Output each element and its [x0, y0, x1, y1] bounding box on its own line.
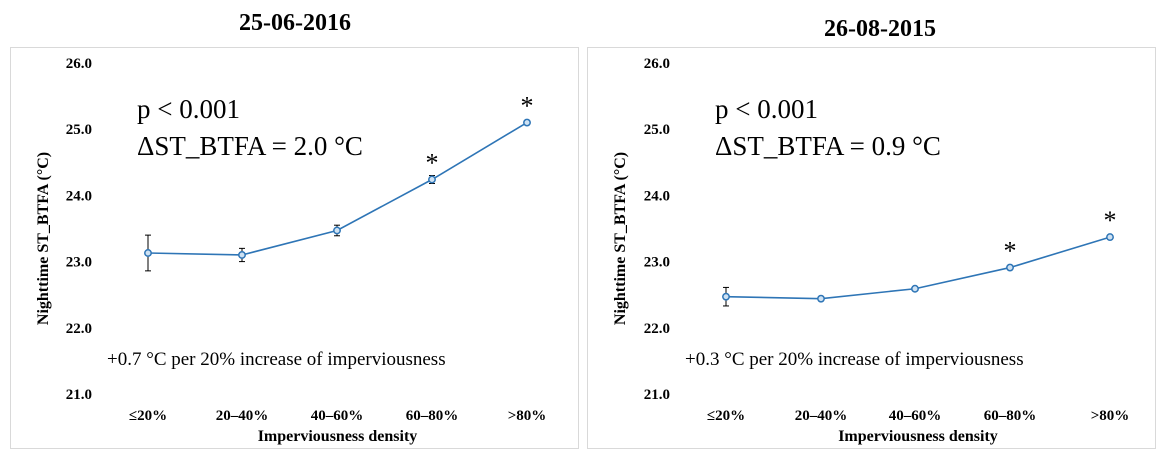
- x-tick-label: >80%: [508, 408, 547, 424]
- p-value-label: p < 0.001: [715, 94, 818, 124]
- delta-label: ΔST_BTFA = 0.9 °C: [715, 131, 941, 161]
- x-tick-label: ≤20%: [129, 408, 167, 424]
- y-tick-label: 22.0: [66, 321, 92, 337]
- x-tick-label: 60–80%: [406, 408, 459, 424]
- y-tick-label: 23.0: [66, 255, 92, 271]
- y-tick-label: 24.0: [644, 188, 670, 204]
- note-label: +0.7 °C per 20% increase of imperviousne…: [107, 349, 446, 370]
- y-tick-label: 24.0: [66, 188, 92, 204]
- x-tick-label: ≤20%: [707, 408, 745, 424]
- significance-mark: *: [1004, 237, 1017, 266]
- chart-panel-right: 21.0 22.0 23.0 24.0 25.0 26.0 ≤20% 20–40% 40–60%…: [612, 56, 1129, 445]
- chart-panel-left: 21.0 22.0 23.0 24.0 25.0 26.0 ≤20% 20–40% 40–60%…: [35, 56, 546, 445]
- note-label: +0.3 °C per 20% increase of imperviousne…: [685, 349, 1024, 370]
- x-tick-label: 40–60%: [311, 408, 364, 424]
- p-value-label: p < 0.001: [137, 94, 240, 124]
- y-tick-label: 26.0: [644, 56, 670, 72]
- delta-label: ΔST_BTFA = 2.0 °C: [137, 131, 363, 161]
- y-tick-label: 21.0: [66, 387, 92, 403]
- x-tick-label: 40–60%: [889, 408, 942, 424]
- y-tick-label: 26.0: [66, 56, 92, 72]
- x-tick-label: 60–80%: [984, 408, 1037, 424]
- significance-mark: *: [521, 92, 534, 121]
- x-tick-label: 20–40%: [216, 408, 269, 424]
- y-tick-label: 25.0: [66, 122, 92, 138]
- x-tick-label: >80%: [1091, 408, 1130, 424]
- y-tick-label: 25.0: [644, 122, 670, 138]
- significance-mark: *: [426, 149, 439, 178]
- data-point: [334, 227, 340, 233]
- y-tick-label: 22.0: [644, 321, 670, 337]
- data-point: [818, 295, 824, 301]
- y-tick-label: 21.0: [644, 387, 670, 403]
- data-point: [239, 252, 245, 258]
- y-axis-title: Nighttime ST_BTFA (°C): [612, 152, 629, 325]
- y-tick-label: 23.0: [644, 255, 670, 271]
- data-point: [145, 250, 151, 256]
- y-axis-title: Nighttime ST_BTFA (°C): [35, 152, 52, 325]
- significance-mark: *: [1104, 206, 1117, 235]
- data-point: [723, 293, 729, 299]
- data-point: [912, 286, 918, 292]
- x-axis-title: Imperviousness density: [258, 428, 418, 445]
- x-axis-title: Imperviousness density: [838, 428, 998, 445]
- x-tick-label: 20–40%: [795, 408, 848, 424]
